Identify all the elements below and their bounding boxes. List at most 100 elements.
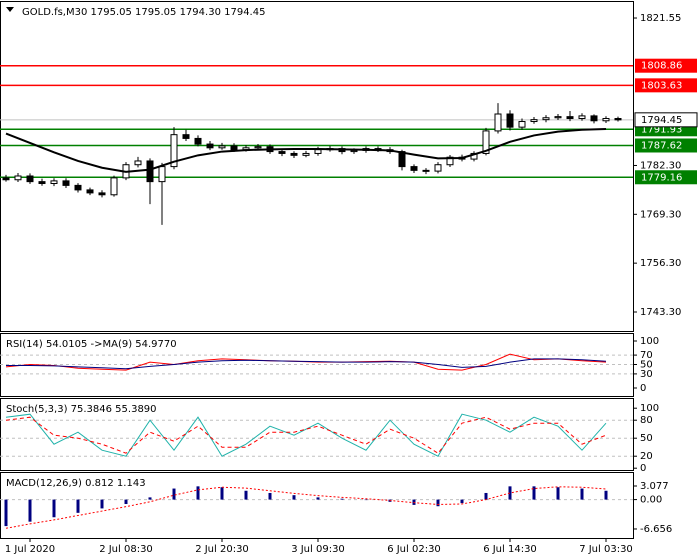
candle-body [170,134,178,168]
macd-bar [292,495,296,500]
candle-body [182,134,190,139]
indicator-line [5,416,607,454]
macd-bar [340,498,344,500]
level-label: 1803.63 [641,80,682,91]
y-tick-label: 0 [640,463,646,474]
candle-body [602,118,610,122]
x-tick-label: 2 Jul 08:30 [99,544,153,555]
candle-body [566,116,574,120]
y-tick-label: 1743.30 [640,307,681,318]
candle-body [230,145,238,151]
y-tick-label: 100 [640,403,659,414]
candle-body [590,115,598,122]
level-label: 1791.93 [641,124,682,135]
macd-bar [316,497,320,500]
panel-title: GOLD.fs,M30 1795.05 1795.05 1794.30 1794… [22,7,265,18]
x-tick-label: 1 Jul 2020 [5,544,55,555]
y-tick-label: 50 [640,360,653,371]
candle-body [26,175,34,183]
candle-body [74,184,82,191]
candle-body [554,116,562,119]
macd-bar [220,487,224,500]
candle-body [146,160,154,183]
macd-bar [52,499,56,518]
macd-bar [244,490,248,500]
x-tick-label: 3 Jul 09:30 [291,544,345,555]
y-tick-label: 70 [640,350,653,361]
macd-bar [76,499,80,513]
candle-body [350,149,358,153]
candle-body [254,146,262,149]
x-tick-label: 6 Jul 14:30 [483,544,537,555]
y-tick-label: 30 [640,369,653,380]
candle-body [98,192,106,196]
macd-bar [364,499,368,501]
level-label: 1779.16 [641,172,682,183]
level-label-box [635,138,697,153]
candle-body [530,119,538,123]
macd-bar [532,486,536,500]
panel-frame [0,398,634,471]
indicator-line [5,486,607,529]
macd-bar [556,487,560,500]
candle-body [86,189,94,194]
y-tick-label: 100 [640,336,659,347]
macd-bar [604,490,608,500]
candle-body [194,137,202,145]
candle-body [2,177,10,181]
x-tick-label: 6 Jul 02:30 [387,544,441,555]
macd-bar [100,499,104,509]
candle-body [278,151,286,154]
y-tick-label: 1821.55 [640,13,681,24]
candle-body [134,160,142,166]
candle-body [62,180,70,186]
price-label-box [634,112,698,128]
y-tick-label: 1782.30 [640,160,681,171]
y-tick-label: 1756.30 [640,258,681,269]
level-label-box [635,58,697,73]
candle-body [506,113,514,128]
candle-body [290,152,298,156]
macd-bar [28,499,32,522]
indicator-line [5,413,607,457]
level-label: 1787.62 [641,140,682,151]
candle-body [422,169,430,172]
candle-body [482,130,490,154]
macd-bar [436,499,440,507]
level-label: 1808.86 [641,61,682,72]
macd-bar [268,492,272,500]
indicator-line [6,358,607,370]
candle-body [158,166,166,183]
macd-bar [172,488,176,500]
candle-body [434,164,442,172]
panel-title: Stoch(5,3,3) 75.3846 55.3890 [6,404,157,415]
macd-bar [196,486,200,500]
y-tick-label: 3.077 [640,481,669,492]
y-tick-label: 0 [640,383,646,394]
y-tick-label: 1769.30 [640,209,681,220]
panel-frame [0,472,634,539]
macd-bar [580,488,584,500]
candle-body [542,117,550,121]
candle-body [110,177,118,196]
macd-bar [460,499,464,504]
candle-body [578,115,586,120]
candle-body [614,118,622,121]
macd-bar [4,499,8,527]
moving-average [5,128,607,173]
macd-bar [508,486,512,500]
candle-body [218,145,226,149]
y-tick-label: 0.00 [640,495,662,506]
level-label-box [635,78,697,93]
y-tick-label: 20 [640,451,653,462]
candle-body [302,152,310,156]
candle-body [410,166,418,171]
level-label-box [635,170,697,185]
candle-body [518,121,526,128]
price-label: 1794.45 [641,115,682,126]
macd-bar [148,497,152,500]
macd-bar [124,499,128,505]
y-tick-label: -6.656 [640,524,672,535]
